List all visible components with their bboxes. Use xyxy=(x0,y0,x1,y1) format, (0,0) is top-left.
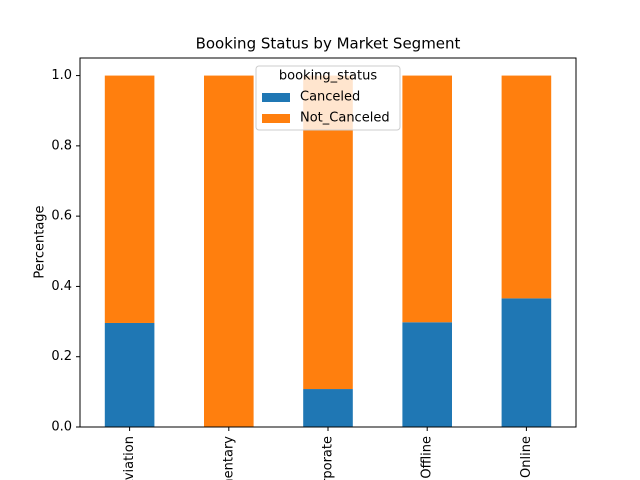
bar-segment xyxy=(104,75,155,323)
legend-title: booking_status xyxy=(279,69,377,84)
y-tick-label: 0.0 xyxy=(51,420,72,435)
x-tick-label: Complementary xyxy=(221,436,236,480)
bar-segment xyxy=(204,75,254,428)
chart-title: Booking Status by Market Segment xyxy=(196,35,461,53)
x-tick-label: Corporate xyxy=(321,436,336,480)
bar-segment xyxy=(501,298,552,427)
y-tick-label: 0.2 xyxy=(51,349,72,364)
bar-segment xyxy=(501,75,552,299)
x-tick-label: Online xyxy=(519,436,534,478)
legend-swatch xyxy=(262,93,290,102)
y-tick-label: 1.0 xyxy=(51,68,72,83)
x-tick-label: Offline xyxy=(420,436,435,479)
y-tick-label: 0.4 xyxy=(51,279,72,294)
y-tick-label: 0.6 xyxy=(51,209,72,224)
bar-segment xyxy=(104,322,155,427)
legend-swatch xyxy=(262,114,290,123)
legend-label: Canceled xyxy=(300,90,360,105)
bar-segment xyxy=(402,322,452,427)
x-tick-label: Aviation xyxy=(122,436,137,480)
y-axis-label: Percentage xyxy=(33,205,48,278)
bar-segment xyxy=(303,389,353,427)
bar-segment xyxy=(402,75,452,323)
legend-label: Not_Canceled xyxy=(300,111,390,126)
y-tick-label: 0.8 xyxy=(51,138,72,153)
legend-box xyxy=(255,65,401,131)
